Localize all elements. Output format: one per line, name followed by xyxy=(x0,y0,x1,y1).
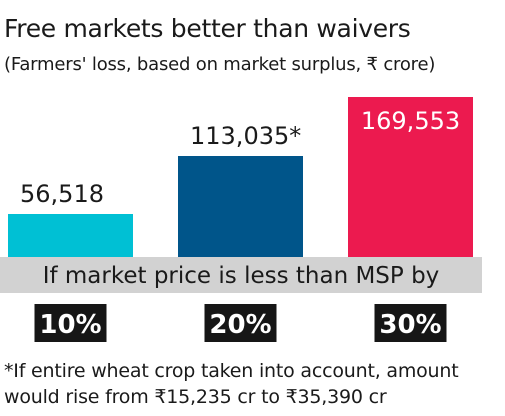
bar xyxy=(178,156,303,273)
category-label-box xyxy=(374,304,447,342)
chart-subtitle: (Farmers' loss, based on market surplus,… xyxy=(4,54,436,75)
category-label-box xyxy=(34,304,107,342)
bar-value-label: 113,035* xyxy=(190,122,301,150)
band-background xyxy=(0,257,482,293)
bar-chart: 56,518 113,035* 169,553 If market price is … xyxy=(0,97,482,342)
bar-value-label: 169,553 xyxy=(361,107,460,135)
category-label: 20% xyxy=(209,310,271,340)
category-label-box xyxy=(204,304,277,342)
band-text: If market price is less than MSP by xyxy=(43,263,440,289)
category-label: 10% xyxy=(39,310,101,340)
bar-value-label: 56,518 xyxy=(20,180,104,208)
category-label: 30% xyxy=(379,310,441,340)
bar xyxy=(348,97,473,273)
chart-title: Free markets better than waivers xyxy=(4,14,411,43)
chart-footnote: *If entire wheat crop taken into account… xyxy=(4,360,459,408)
